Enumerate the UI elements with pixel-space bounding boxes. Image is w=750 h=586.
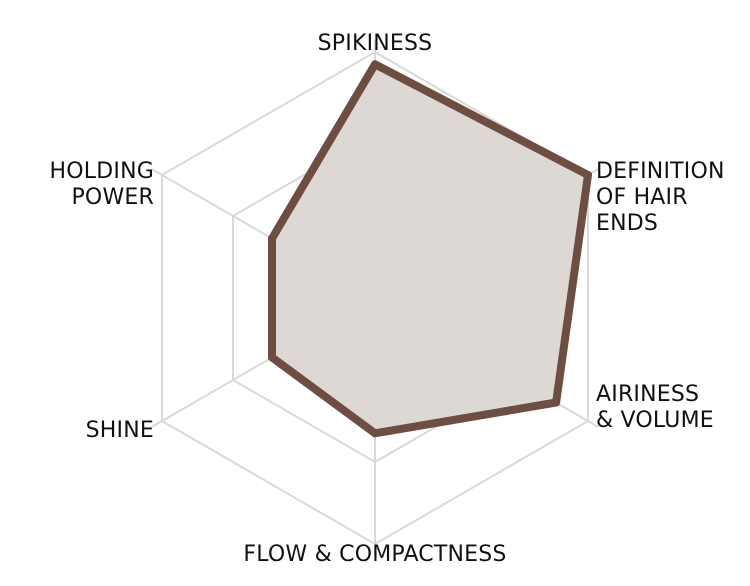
axis-label-line: AIRINESS — [596, 382, 699, 407]
axis-label-1: SPIKINESS — [318, 31, 433, 56]
axis-label-line: ENDS — [596, 211, 658, 236]
data-point-5 — [268, 353, 276, 362]
data-point-1 — [371, 60, 379, 69]
axis-label-line: & VOLUME — [596, 408, 714, 433]
data-point-2 — [584, 171, 592, 179]
axis-label-line: POWER — [71, 185, 154, 210]
axis-label-4: FLOW & COMPACTNESS — [243, 542, 506, 567]
data-point-3 — [552, 398, 561, 407]
data-point-6 — [268, 234, 276, 243]
axis-label-line: SHINE — [86, 418, 154, 443]
series-polygon-profile — [268, 60, 592, 438]
axis-label-6: HOLDING POWER — [50, 159, 154, 210]
axis-label-line: DEFINITION — [596, 159, 725, 184]
axis-label-line: SPIKINESS — [318, 31, 433, 56]
axis-label-2: DEFINITION OF HAIR ENDS — [596, 159, 725, 236]
axis-labels: SPIKINESS DEFINITION OF HAIR ENDS AIRINESS & … — [50, 31, 725, 567]
axis-label-line: FLOW & COMPACTNESS — [243, 542, 506, 567]
axis-label-line: OF HAIR — [596, 185, 688, 210]
axis-label-5: SHINE — [86, 418, 154, 443]
axis-label-3: AIRINESS & VOLUME — [596, 382, 714, 433]
series — [268, 60, 592, 438]
data-point-4 — [371, 429, 379, 438]
axis-label-line: HOLDING — [50, 159, 154, 184]
